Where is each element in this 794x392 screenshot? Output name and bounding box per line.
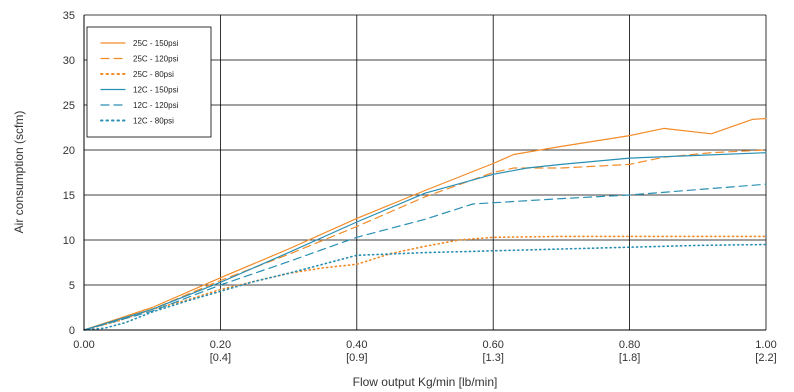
x-tick-label: 0.80 (619, 339, 640, 351)
x-tick-sublabel: [0.4] (210, 352, 231, 364)
x-tick-sublabel: [1.3] (482, 352, 503, 364)
y-tick-label: 25 (63, 100, 75, 112)
x-tick-sublabel: [2.2] (755, 352, 776, 364)
series-line-25c-80psi (83, 235, 767, 331)
x-tick-label: 0.60 (482, 339, 503, 351)
axes-layer: 0 5 10 15 20 25 30 35 0.00 0.20[0.4] 0.40[0.9] 0.60… (63, 10, 777, 364)
x-tick-label: 0.40 (346, 339, 367, 351)
y-tick-label: 0 (69, 325, 75, 337)
y-tick-label: 30 (63, 55, 75, 67)
x-tick-label: 0.00 (73, 339, 94, 351)
series-line-12c-120psi (83, 183, 767, 331)
legend-label: 25C - 120psi (133, 55, 179, 64)
y-axis-label: Air consumption (scfm) (12, 111, 26, 234)
series-line-12c-150psi (83, 152, 767, 331)
x-tick-label: 0.20 (210, 339, 231, 351)
series-line-25c-150psi (83, 117, 767, 331)
legend-label: 12C - 150psi (133, 86, 179, 95)
x-axis-label: Flow output Kg/min [lb/min] (353, 375, 498, 389)
y-tick-label: 15 (63, 190, 75, 202)
y-tick-label: 20 (63, 145, 75, 157)
x-tick-label: 1.00 (755, 339, 776, 351)
legend-label: 25C - 150psi (133, 39, 179, 48)
y-tick-label: 10 (63, 235, 75, 247)
legend-label: 12C - 120psi (133, 101, 179, 110)
x-tick-sublabel: [1.8] (619, 352, 640, 364)
y-tick-label: 5 (69, 280, 75, 292)
x-tick-sublabel: [0.9] (346, 352, 367, 364)
legend: 25C - 150psi 25C - 120psi 25C - 80psi 12C -… (86, 26, 212, 138)
series-layer (83, 117, 767, 331)
legend-label: 25C - 80psi (133, 70, 174, 79)
legend-box (86, 26, 212, 138)
legend-label: 12C - 80psi (133, 117, 174, 126)
series-line-12c-80psi (83, 243, 767, 331)
y-tick-label: 35 (63, 10, 75, 22)
